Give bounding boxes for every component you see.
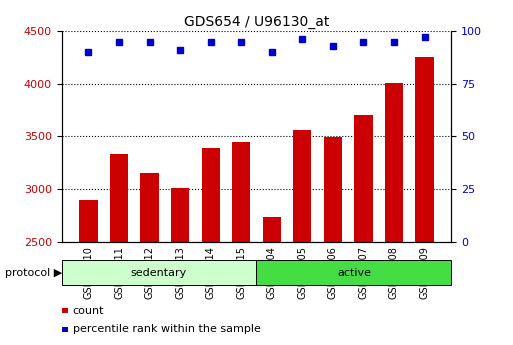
Text: percentile rank within the sample: percentile rank within the sample	[73, 325, 261, 334]
Bar	[385, 82, 403, 345]
Bar	[62, 260, 256, 285]
Bar	[232, 141, 250, 345]
Text: active: active	[337, 268, 371, 277]
Text: count: count	[73, 306, 104, 315]
Text: sedentary: sedentary	[131, 268, 187, 277]
Bar	[171, 188, 189, 345]
Bar	[110, 154, 128, 345]
Bar	[80, 200, 97, 345]
Title: GDS654 / U96130_at: GDS654 / U96130_at	[184, 14, 329, 29]
Bar	[416, 57, 433, 345]
Bar	[354, 115, 372, 345]
Bar	[141, 173, 159, 345]
Bar	[256, 260, 451, 285]
Bar	[324, 137, 342, 345]
Bar	[202, 148, 220, 345]
Bar	[263, 217, 281, 345]
Bar	[293, 130, 311, 345]
Text: protocol ▶: protocol ▶	[5, 268, 63, 277]
